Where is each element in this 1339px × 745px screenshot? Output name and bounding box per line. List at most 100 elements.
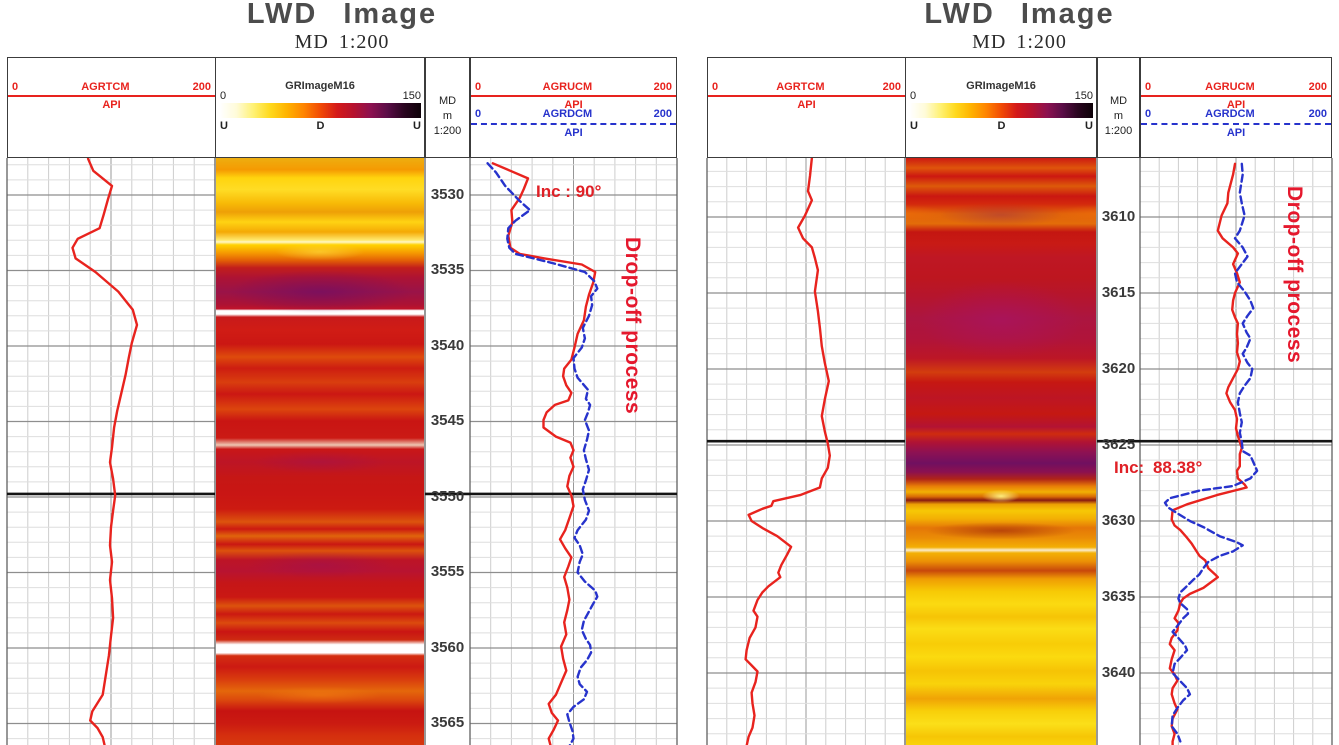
- image-name: GRImageM16: [285, 80, 355, 92]
- track1-max: 200: [882, 81, 901, 93]
- track3-up-unit: API: [564, 99, 583, 111]
- depth-track-header: MD m 1:200: [425, 57, 470, 158]
- image-min: 0: [910, 90, 917, 102]
- track3-header: 0 AGRUCM 200 API 0 AGRDCM 200 API: [470, 57, 677, 158]
- track3-down-scale-row: 0 AGRDCM 200: [475, 108, 672, 120]
- orientation-up-left: U: [910, 120, 918, 132]
- depth-label: 3555: [430, 563, 465, 581]
- page-title: LWD Image: [246, 0, 438, 30]
- track1-max: 200: [192, 81, 211, 93]
- track3-up-max: 200: [1308, 81, 1327, 93]
- track1-curve-legend-line: [708, 95, 905, 97]
- curve-agrucm: [1168, 162, 1248, 745]
- log-panel-right: LWD Image MD 1:200 0 AGRTCM 200 API GRIm…: [700, 0, 1339, 745]
- track3-up-legend-line: [471, 95, 676, 97]
- depth-header-text: MD m 1:200: [426, 94, 469, 139]
- track3-up-curve-name: AGRUCM: [542, 81, 593, 93]
- track3-up-max: 200: [653, 81, 672, 93]
- orientation-up-left: U: [220, 120, 228, 132]
- image-track-header: GRImageM16 0 150 U D U: [905, 57, 1097, 158]
- log-plot-area: [706, 158, 1333, 745]
- depth-scale-subtitle: MD 1:200: [972, 31, 1067, 53]
- depth-header-unit: m: [1113, 110, 1124, 122]
- orientation-down: D: [997, 120, 1006, 132]
- curve-agrtcm: [71, 158, 139, 745]
- depth-label: 3625: [1101, 435, 1136, 453]
- image-max: 150: [1074, 90, 1093, 102]
- track3-down-legend-line: [471, 123, 676, 125]
- track3-up-min: 0: [1145, 81, 1152, 93]
- track1-header: 0 AGRTCM 200 API: [7, 57, 216, 158]
- gr-image-heatmap: [216, 158, 424, 745]
- image-orientation-row: U D U: [910, 120, 1093, 132]
- image-max: 150: [402, 90, 421, 102]
- track3-up-min: 0: [475, 81, 482, 93]
- orientation-up-right: U: [1085, 120, 1093, 132]
- depth-label: 3620: [1101, 359, 1136, 377]
- track3-up-scale-row: 0 AGRUCM 200: [1145, 81, 1327, 93]
- depth-label: 3550: [430, 487, 465, 505]
- track3-down-legend-line: [1141, 123, 1331, 125]
- track1-scale-row: 0 AGRTCM 200: [712, 81, 901, 93]
- depth-label: 3635: [1101, 587, 1136, 605]
- dropoff-process-annotation: Drop-off process: [621, 237, 644, 415]
- depth-label: 3630: [1101, 511, 1136, 529]
- depth-header-unit: m: [442, 110, 453, 122]
- track3-down-min: 0: [1145, 108, 1152, 120]
- curve-agrdcm: [1163, 162, 1259, 743]
- track3-down-curve-name: AGRDCM: [1205, 108, 1255, 120]
- depth-label: 3640: [1101, 663, 1136, 681]
- track1-min: 0: [12, 81, 19, 93]
- track3-down-max: 200: [1308, 108, 1327, 120]
- track1-header: 0 AGRTCM 200 API: [707, 57, 906, 158]
- depth-scale-subtitle: MD 1:200: [294, 31, 390, 53]
- track1-curve-name: AGRTCM: [776, 81, 825, 93]
- track3-down-curve-name: AGRDCM: [542, 108, 593, 120]
- image-min: 0: [220, 90, 227, 102]
- image-scale-row: 0 150: [220, 90, 421, 102]
- depth-label: 3560: [430, 638, 465, 656]
- track1-unit: API: [102, 99, 121, 111]
- track3-down-min: 0: [475, 108, 482, 120]
- depth-header-md: MD: [1109, 95, 1128, 107]
- image-scale-row: 0 150: [910, 90, 1093, 102]
- depth-header-scale: 1:200: [433, 125, 462, 137]
- log-panel-left: LWD Image MD 1:200 0 AGRTCM 200 API GRIm…: [6, 0, 678, 745]
- track1-scale-row: 0 AGRTCM 200: [12, 81, 211, 93]
- log-plot-area: [6, 158, 678, 745]
- orientation-up-right: U: [413, 120, 421, 132]
- depth-label: 3610: [1101, 207, 1136, 225]
- curve-agrucm: [491, 162, 597, 745]
- depth-label: 3565: [430, 714, 465, 732]
- track3-up-scale-row: 0 AGRUCM 200: [475, 81, 672, 93]
- track3-down-unit: API: [1226, 127, 1246, 139]
- image-colorbar: [220, 103, 421, 118]
- depth-label: 3535: [430, 261, 465, 279]
- track1-curve-legend-line: [8, 95, 215, 97]
- depth-header-scale: 1:200: [1104, 125, 1133, 137]
- track1-min: 0: [712, 81, 719, 93]
- image-colorbar: [910, 103, 1093, 118]
- image-name: GRImageM16: [966, 80, 1036, 92]
- track3-up-legend-line: [1141, 95, 1331, 97]
- image-orientation-row: U D U: [220, 120, 421, 132]
- dropoff-process-annotation: Drop-off process: [1283, 186, 1306, 364]
- depth-label: 3540: [430, 336, 465, 354]
- depth-track-header: MD m 1:200: [1097, 57, 1140, 158]
- depth-label: 3615: [1101, 283, 1136, 301]
- depth-header-md: MD: [438, 95, 457, 107]
- depth-header-text: MD m 1:200: [1098, 94, 1139, 139]
- track3-down-max: 200: [653, 108, 672, 120]
- track1-curve-name: AGRTCM: [81, 81, 130, 93]
- track3-up-unit: API: [1226, 99, 1246, 111]
- depth-label: 3530: [430, 185, 465, 203]
- curve-agrtcm: [744, 158, 832, 745]
- inclination-annotation: Inc: 88.38°: [1114, 458, 1203, 477]
- track3-down-unit: API: [564, 127, 583, 139]
- track1-unit: API: [797, 99, 816, 111]
- track3-down-scale-row: 0 AGRDCM 200: [1145, 108, 1327, 120]
- inclination-annotation: Inc : 90°: [536, 182, 602, 201]
- depth-label: 3545: [430, 412, 465, 430]
- orientation-down: D: [316, 120, 325, 132]
